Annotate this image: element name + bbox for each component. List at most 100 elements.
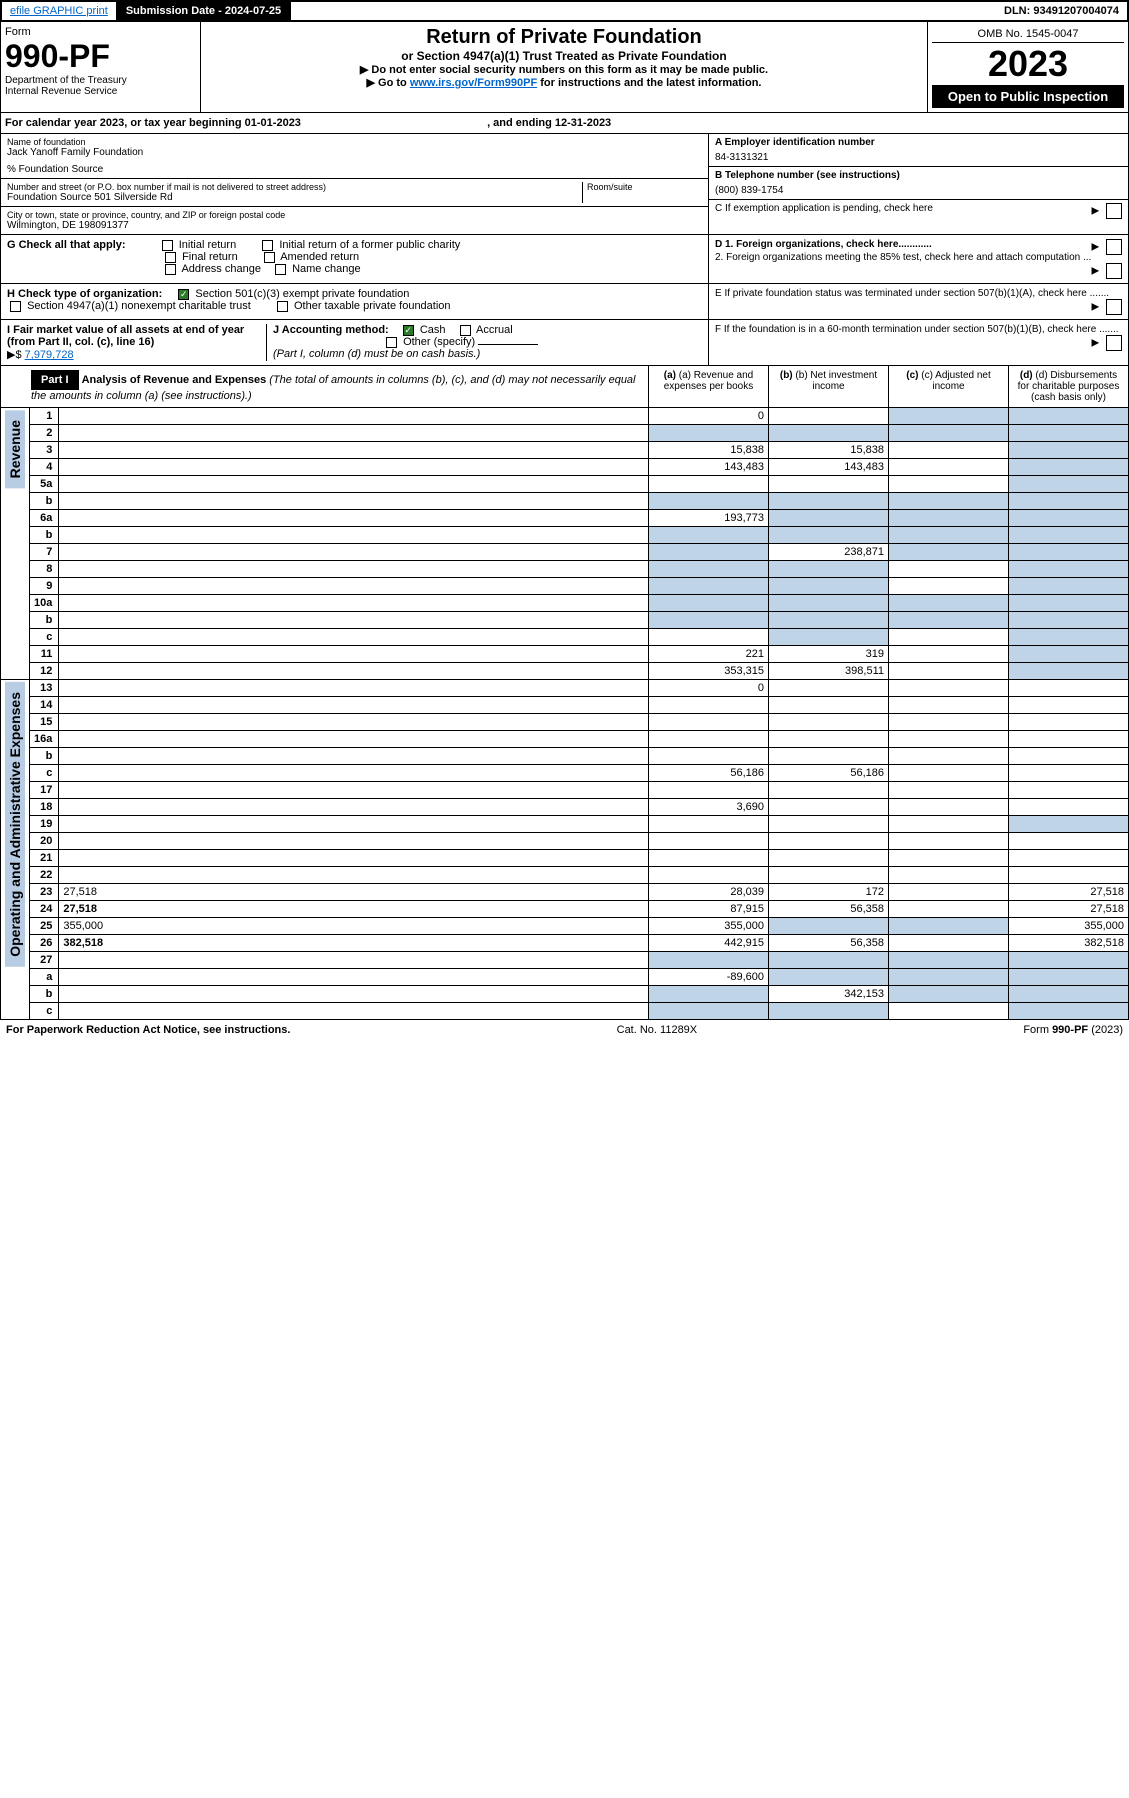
table-row: b — [1, 612, 1129, 629]
d2-checkbox[interactable] — [1106, 263, 1122, 279]
row-number: 25 — [30, 918, 59, 935]
j-other-cb[interactable] — [386, 337, 397, 348]
g-address-change-cb[interactable] — [165, 264, 176, 275]
row-number: 19 — [30, 816, 59, 833]
cell-col-c — [889, 680, 1009, 697]
irs: Internal Revenue Service — [5, 86, 196, 97]
g-final-return-cb[interactable] — [165, 252, 176, 263]
row-number: 18 — [30, 799, 59, 816]
room-label: Room/suite — [587, 182, 702, 192]
col-b-header: (b) (b) Net investment income — [768, 366, 888, 407]
cell-col-d — [1009, 629, 1129, 646]
cell-col-c — [889, 765, 1009, 782]
row-description — [59, 561, 649, 578]
table-row: 15 — [1, 714, 1129, 731]
col-a-header: (a) (a) Revenue and expenses per books — [648, 366, 768, 407]
cell-col-b: 398,511 — [769, 663, 889, 680]
part1-label: Part I — [31, 370, 79, 390]
g-name-change-cb[interactable] — [275, 264, 286, 275]
cell-col-c — [889, 493, 1009, 510]
row-description — [59, 527, 649, 544]
tax-year: 2023 — [932, 43, 1124, 85]
table-row: 12353,315398,511 — [1, 663, 1129, 680]
table-row: 14 — [1, 697, 1129, 714]
row-description: 27,518 — [59, 901, 649, 918]
table-row: 9 — [1, 578, 1129, 595]
f-checkbox[interactable] — [1106, 335, 1122, 351]
cell-col-c — [889, 816, 1009, 833]
row-number: 8 — [30, 561, 59, 578]
cell-col-c — [889, 595, 1009, 612]
cell-col-a — [649, 493, 769, 510]
row-description — [59, 578, 649, 595]
cell-col-a: 143,483 — [649, 459, 769, 476]
cell-col-c — [889, 646, 1009, 663]
table-row: Revenue10 — [1, 408, 1129, 425]
h-4947-cb[interactable] — [10, 301, 21, 312]
table-row: 5a — [1, 476, 1129, 493]
efile-link[interactable]: efile GRAPHIC print — [2, 2, 118, 20]
g-initial-return-cb[interactable] — [162, 240, 173, 251]
cell-col-c — [889, 901, 1009, 918]
form-subtitle: or Section 4947(a)(1) Trust Treated as P… — [205, 49, 923, 63]
row-number: 10a — [30, 595, 59, 612]
fmv-link[interactable]: 7,979,728 — [25, 349, 74, 361]
row-number: 21 — [30, 850, 59, 867]
cell-col-a: 355,000 — [649, 918, 769, 935]
g-d-row: G Check all that apply: Initial return I… — [0, 235, 1129, 284]
cell-col-d — [1009, 731, 1129, 748]
c-checkbox[interactable] — [1106, 203, 1122, 219]
row-number: 16a — [30, 731, 59, 748]
table-row: c — [1, 1003, 1129, 1020]
row-number: 20 — [30, 833, 59, 850]
cell-col-b — [769, 833, 889, 850]
row-number: c — [30, 1003, 59, 1020]
row-description — [59, 595, 649, 612]
cell-col-a — [649, 850, 769, 867]
cell-col-c — [889, 867, 1009, 884]
page-footer: For Paperwork Reduction Act Notice, see … — [0, 1020, 1129, 1040]
e-label: E If private foundation status was termi… — [715, 288, 1109, 299]
cell-col-c — [889, 578, 1009, 595]
j-accrual-cb[interactable] — [460, 325, 471, 336]
cell-col-b — [769, 425, 889, 442]
cell-col-d — [1009, 561, 1129, 578]
row-number: b — [30, 612, 59, 629]
row-number: 7 — [30, 544, 59, 561]
row-description — [59, 459, 649, 476]
cell-col-b: 342,153 — [769, 986, 889, 1003]
form-header: Form 990-PF Department of the Treasury I… — [0, 22, 1129, 113]
cell-col-a: 442,915 — [649, 935, 769, 952]
cell-col-c — [889, 612, 1009, 629]
d1-checkbox[interactable] — [1106, 239, 1122, 255]
row-number: 26 — [30, 935, 59, 952]
g-initial-former-cb[interactable] — [262, 240, 273, 251]
row-number: 14 — [30, 697, 59, 714]
city-state-zip: Wilmington, DE 198091377 — [7, 220, 702, 231]
irs-link[interactable]: www.irs.gov/Form990PF — [410, 77, 537, 89]
j-cash-cb[interactable] — [403, 325, 414, 336]
table-row: 25355,000355,000355,000 — [1, 918, 1129, 935]
j-note: (Part I, column (d) must be on cash basi… — [273, 348, 480, 360]
cell-col-c — [889, 714, 1009, 731]
cell-col-b — [769, 1003, 889, 1020]
row-number: 3 — [30, 442, 59, 459]
cell-col-a — [649, 425, 769, 442]
row-number: 27 — [30, 952, 59, 969]
f-label: F If the foundation is in a 60-month ter… — [715, 324, 1119, 335]
cell-col-b — [769, 952, 889, 969]
g-amended-cb[interactable] — [264, 252, 275, 263]
d1-label: D 1. Foreign organizations, check here..… — [715, 239, 932, 250]
e-checkbox[interactable] — [1106, 299, 1122, 315]
cell-col-a — [649, 731, 769, 748]
h-other-taxable-cb[interactable] — [277, 301, 288, 312]
h-501c3-cb[interactable] — [178, 289, 189, 300]
table-row: Operating and Administrative Expenses130 — [1, 680, 1129, 697]
expenses-side-label: Operating and Administrative Expenses — [5, 682, 25, 967]
cell-col-d: 355,000 — [1009, 918, 1129, 935]
ein-label: A Employer identification number — [715, 137, 875, 148]
cell-col-a: 87,915 — [649, 901, 769, 918]
cell-col-d: 382,518 — [1009, 935, 1129, 952]
cell-col-b — [769, 782, 889, 799]
row-description — [59, 476, 649, 493]
